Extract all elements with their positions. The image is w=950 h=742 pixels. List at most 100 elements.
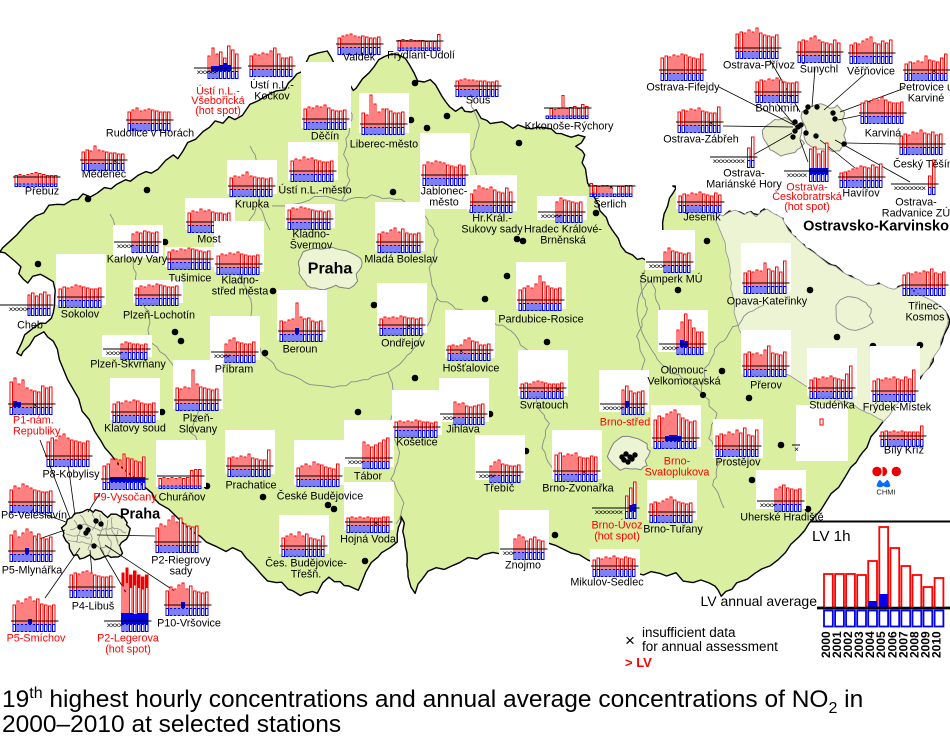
svg-text:×: × — [709, 118, 714, 128]
svg-text:Brno-: Brno- — [664, 455, 691, 467]
svg-text:Ústí n.L.-město: Ústí n.L.-město — [278, 183, 351, 196]
svg-text:×: × — [374, 518, 379, 528]
svg-text:P5-Smíchov: P5-Smíchov — [7, 632, 66, 644]
svg-text:Brno-Tuřany: Brno-Tuřany — [643, 523, 703, 535]
svg-text:××××: ×××× — [107, 620, 124, 630]
svg-text:Liberec-město: Liberec-město — [350, 138, 418, 150]
svg-text:Ústí n.L.-: Ústí n.L.- — [250, 78, 294, 91]
svg-text:×: × — [625, 631, 635, 650]
svg-text:Ostrava-Přívoz: Ostrava-Přívoz — [723, 59, 795, 71]
svg-text:××××: ×××× — [348, 457, 365, 467]
svg-text:×: × — [407, 321, 412, 331]
svg-text:(hot spot): (hot spot) — [784, 201, 830, 213]
svg-text:Petrovice u: Petrovice u — [899, 81, 950, 93]
svg-text:×××: ××× — [503, 548, 516, 558]
svg-text:×××××: ××××× — [787, 170, 808, 180]
svg-text:Košetice: Košetice — [396, 436, 437, 448]
svg-text:××××: ×××× — [117, 241, 134, 251]
svg-text:Šumperk MÚ: Šumperk MÚ — [640, 272, 703, 285]
svg-text:Hošťalovice: Hošťalovice — [443, 362, 500, 374]
svg-text:Studénka: Studénka — [809, 399, 855, 411]
svg-text:Ústí n.L.-: Ústí n.L.- — [196, 84, 240, 97]
svg-text:Kladno-: Kladno- — [292, 228, 330, 240]
svg-text:2010: 2010 — [930, 631, 944, 658]
svg-text:(hot spot): (hot spot) — [594, 530, 640, 542]
svg-text:Třešň.: Třešň. — [291, 568, 322, 580]
svg-text:Kosmos: Kosmos — [905, 311, 945, 323]
svg-text:Přerov: Přerov — [750, 379, 782, 391]
svg-text:Švermov: Švermov — [290, 238, 333, 251]
svg-text:P1-nám.: P1-nám. — [13, 414, 54, 426]
svg-text:Znojmo: Znojmo — [505, 559, 541, 571]
svg-text:> LV: > LV — [625, 655, 652, 670]
svg-text:Ostravsko-Karvinsko: Ostravsko-Karvinsko — [803, 218, 949, 234]
svg-text:Hr.Král.-: Hr.Král.- — [472, 212, 512, 224]
svg-text:×××××: ××××× — [603, 403, 624, 413]
svg-text:××××: ×××× — [649, 261, 666, 271]
svg-text:Karlovy Vary: Karlovy Vary — [107, 253, 168, 265]
svg-text:LV 1h: LV 1h — [812, 528, 851, 545]
svg-text:×××××: ××××× — [9, 304, 30, 314]
svg-text:×××××××: ××××××× — [595, 507, 624, 517]
svg-text:Ostrava-: Ostrava- — [723, 167, 765, 179]
svg-text:Olomouc-: Olomouc- — [661, 364, 708, 376]
svg-text:Prostějov: Prostějov — [715, 456, 761, 468]
svg-text:Rudolice v Horách: Rudolice v Horách — [106, 127, 194, 139]
svg-text:P2-Legerova: P2-Legerova — [97, 632, 159, 644]
svg-text:P6-Veleslavín: P6-Veleslavín — [1, 509, 67, 521]
svg-text:Mikulov-Sedlec: Mikulov-Sedlec — [570, 576, 644, 588]
svg-text:P8-Kobylisy: P8-Kobylisy — [42, 468, 100, 480]
svg-text:Krkonoše-Rýchory: Krkonoše-Rýchory — [525, 120, 614, 132]
svg-text:Jeseník: Jeseník — [683, 211, 721, 223]
svg-text:××××: ×××× — [106, 348, 123, 358]
svg-text:Brno-Zvonařka: Brno-Zvonařka — [542, 482, 613, 494]
svg-text:Český Těšín: Český Těšín — [893, 157, 950, 170]
svg-text:Sukovy sady: Sukovy sady — [461, 223, 523, 235]
svg-text:Jablonec-: Jablonec- — [421, 185, 468, 197]
svg-text:××××: ×××× — [760, 500, 777, 510]
svg-text:Ondřejov: Ondřejov — [381, 337, 425, 349]
svg-text:2005: 2005 — [874, 631, 888, 658]
svg-text:Šunychl: Šunychl — [800, 62, 838, 75]
svg-text:Měděnec: Měděnec — [82, 168, 127, 180]
svg-text:Ostrava-: Ostrava- — [786, 181, 828, 193]
svg-text:Hradec Králové-: Hradec Králové- — [524, 223, 602, 235]
svg-text:Plzeň-Lochotín: Plzeň-Lochotín — [123, 309, 195, 321]
svg-text:××××: ×××× — [662, 343, 679, 353]
svg-text:×××: ××× — [443, 413, 456, 423]
svg-text:Bohumín: Bohumín — [755, 102, 798, 114]
svg-text:Karviná: Karviná — [865, 127, 902, 139]
svg-text:Čes. Budějovice-: Čes. Budějovice- — [265, 556, 347, 569]
svg-text:CHMI: CHMI — [876, 488, 895, 497]
svg-text:Praha: Praha — [308, 261, 353, 278]
svg-text:LV annual average: LV annual average — [701, 593, 818, 609]
svg-text:2006: 2006 — [885, 631, 899, 658]
svg-text:Slovany: Slovany — [179, 423, 218, 435]
svg-text:Svatoplukova: Svatoplukova — [645, 466, 710, 478]
svg-text:Sokolov: Sokolov — [61, 308, 100, 320]
svg-text:Praha: Praha — [120, 506, 161, 522]
svg-text:×: × — [609, 182, 614, 192]
svg-text:Havířov: Havířov — [842, 187, 880, 199]
svg-text:Velkomoravská: Velkomoravská — [647, 375, 720, 387]
svg-text:Ostrava-Zábřeh: Ostrava-Zábřeh — [663, 133, 739, 145]
svg-text:Plzeň-: Plzeň- — [183, 412, 214, 424]
svg-text:Jihlava: Jihlava — [446, 423, 480, 435]
svg-text:2001: 2001 — [830, 631, 844, 658]
svg-text:×××××: ××××× — [541, 211, 562, 221]
svg-text:Svratouch: Svratouch — [520, 399, 569, 411]
svg-text:Kočkov: Kočkov — [254, 90, 290, 102]
svg-text:Radvanice ZÚ: Radvanice ZÚ — [882, 206, 950, 219]
svg-text:město: město — [429, 196, 458, 208]
svg-text:2002: 2002 — [841, 631, 855, 658]
svg-text:×: × — [556, 384, 561, 394]
svg-text:Beroun: Beroun — [283, 343, 318, 355]
svg-text:2004: 2004 — [863, 631, 877, 658]
svg-text:Plzeň-Skvrňany: Plzeň-Skvrňany — [90, 358, 166, 370]
svg-text:2008: 2008 — [907, 631, 921, 658]
svg-text:Klatovy soud: Klatovy soud — [104, 422, 166, 434]
svg-text:×: × — [932, 66, 937, 76]
svg-text:×: × — [113, 156, 118, 166]
svg-text:Krupka: Krupka — [235, 198, 269, 210]
svg-text:Ostrava-Fifejdy: Ostrava-Fifejdy — [646, 81, 720, 93]
